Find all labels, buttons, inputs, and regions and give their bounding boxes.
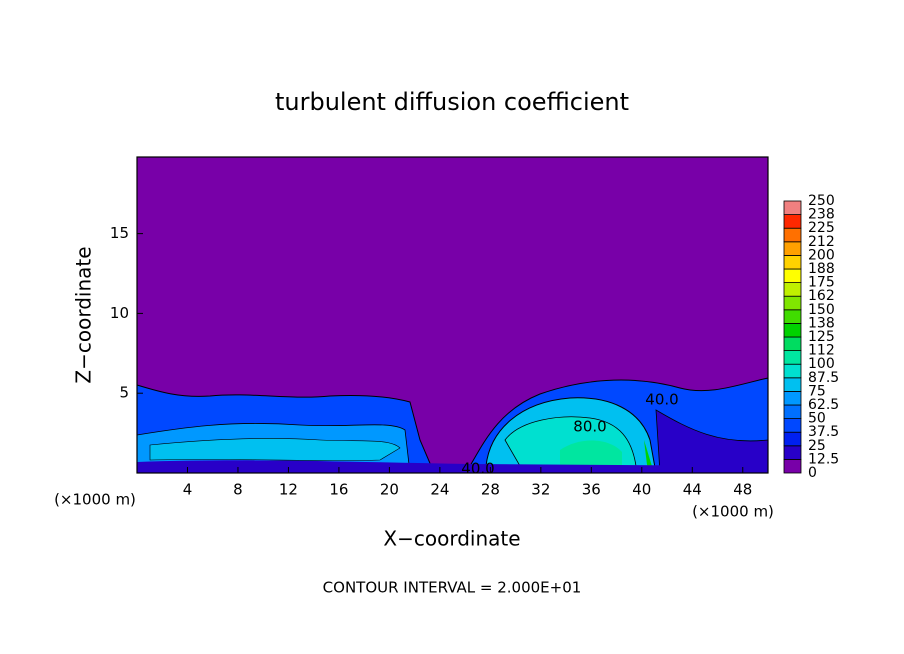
colorbar-label: 75 [808, 383, 826, 399]
colorbar-label: 175 [808, 275, 835, 291]
x-tick-label: 20 [380, 481, 399, 499]
colorbar-box [783, 322, 802, 338]
colorbar-box [783, 241, 802, 256]
chart-title: turbulent diffusion coefficient [275, 88, 629, 116]
colorbar-label: 150 [808, 302, 835, 318]
colorbar-label: 238 [808, 207, 835, 223]
colorbar-box [783, 350, 802, 365]
colorbar-label: 87.5 [808, 370, 839, 386]
colorbar-box [783, 390, 802, 406]
colorbar-box [783, 227, 802, 243]
x-tick-label: 4 [183, 481, 193, 499]
colorbar-box [783, 404, 802, 420]
colorbar-label: 62.5 [808, 397, 839, 413]
y-tick-label: 5 [119, 384, 129, 402]
x-unit-label: (×1000 m) [692, 503, 774, 521]
field-layer [149, 438, 401, 461]
field-layer [644, 440, 654, 473]
x-unit-label: (×1000 m) [54, 491, 136, 509]
colorbar-label: 0 [808, 465, 817, 481]
colorbar-box [783, 445, 802, 460]
colorbar-box [783, 431, 802, 447]
x-tick-label: 36 [582, 481, 601, 499]
colorbar-label: 12.5 [808, 451, 839, 467]
colorbar-box [783, 254, 802, 270]
x-tick-label: 8 [233, 481, 243, 499]
colorbar-box [783, 295, 802, 311]
colorbar-box [783, 214, 802, 229]
colorbar-box [783, 268, 802, 284]
plot-frame [136, 156, 769, 474]
footer: CONTOUR INTERVAL = 2.000E+01 [323, 579, 582, 597]
colorbar-label: 200 [808, 247, 835, 263]
x-tick-label: 40 [632, 481, 651, 499]
y-axis-label: Z−coordinate [72, 246, 96, 383]
contour-label: 80.0 [573, 418, 606, 436]
colorbar-label: 37.5 [808, 424, 839, 440]
colorbar-label: 225 [808, 220, 835, 236]
colorbar-label: 138 [808, 315, 835, 331]
field-layer [137, 460, 768, 473]
colorbar-box [783, 418, 802, 433]
x-tick-label: 32 [531, 481, 550, 499]
colorbar-box [783, 377, 802, 392]
contour-label: 40.0 [461, 460, 494, 478]
colorbar-label: 212 [808, 234, 835, 250]
x-tick-label: 28 [481, 481, 500, 499]
field [136, 157, 769, 474]
colorbar-label: 162 [808, 288, 835, 304]
colorbar-label: 125 [808, 329, 835, 345]
x-tick-label: 24 [430, 481, 449, 499]
colorbar-box [783, 363, 802, 379]
colorbar-label: 100 [808, 356, 835, 372]
contour-label: 40.0 [645, 391, 678, 409]
x-tick-label: 44 [683, 481, 702, 499]
colorbar-box [783, 309, 802, 324]
x-tick-label: 12 [279, 481, 298, 499]
colorbar-label: 112 [808, 343, 835, 359]
y-tick-label: 10 [110, 304, 129, 322]
colorbar-label: 250 [808, 193, 835, 209]
colorbar-box [783, 282, 802, 297]
x-axis-label: X−coordinate [383, 527, 520, 551]
colorbar-box [783, 336, 802, 352]
field-layer [560, 440, 622, 466]
colorbar-box [783, 458, 802, 474]
colorbar-label: 25 [808, 438, 826, 454]
x-tick-label: 16 [329, 481, 348, 499]
colorbar-box [783, 200, 802, 216]
colorbar-label: 50 [808, 411, 826, 427]
y-tick-label: 15 [110, 224, 129, 242]
x-tick-label: 48 [733, 481, 752, 499]
colorbar-label: 188 [808, 261, 835, 277]
